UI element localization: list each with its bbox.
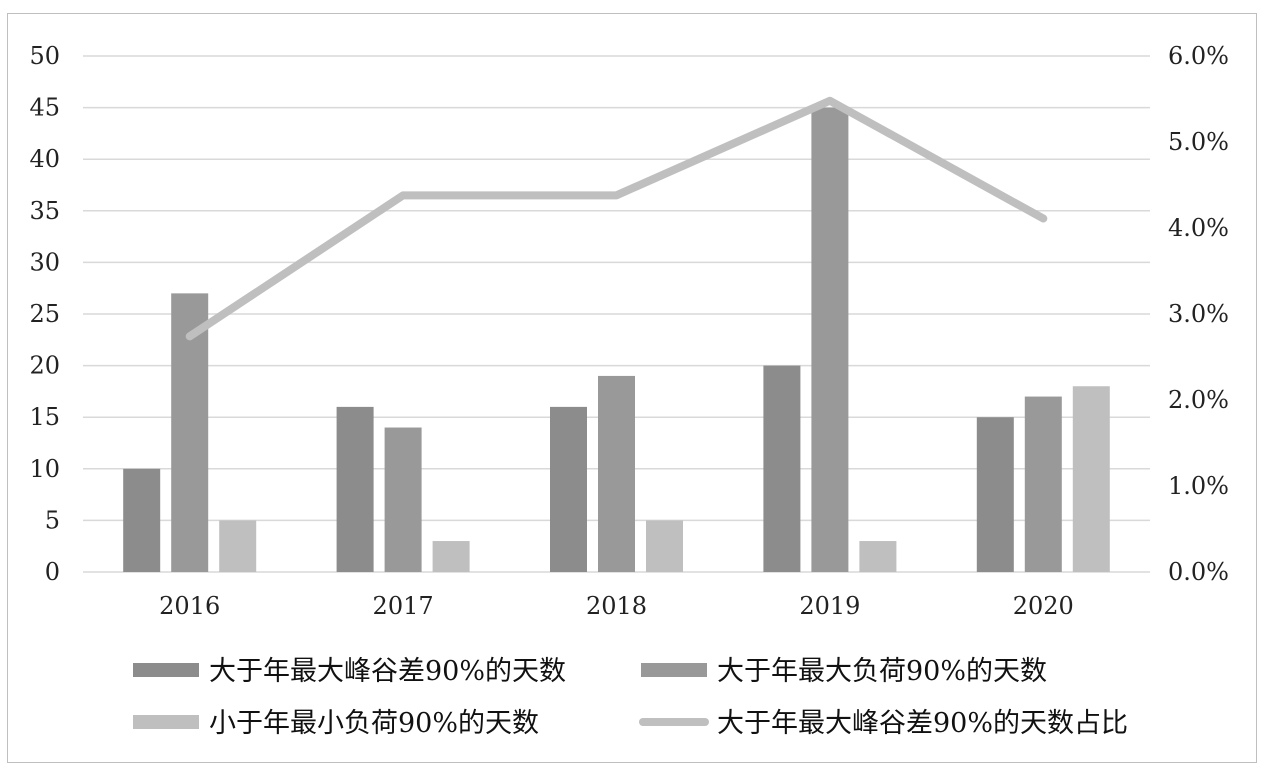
legend-label: 大于年最大峰谷差90%的天数 [209,656,566,687]
bar [598,375,635,572]
bar [384,427,422,572]
legend-swatch [133,663,199,677]
right-tick-label: 0.0% [1168,558,1229,586]
left-tick-label: 20 [29,352,60,380]
right-tick-label: 4.0% [1168,214,1229,242]
ratio-line [185,96,1048,341]
legend: 大于年最大峰谷差90%的天数 大于年最大负荷90%的天数小于年最小负荷90%的天数… [133,656,1128,739]
legend-swatch [641,663,707,677]
left-tick-label: 40 [29,145,60,173]
right-axis-ticks: 0.0% 1.0% 2.0% 3.0% 4.0% 5.0% 6.0% [1168,42,1229,586]
left-tick-label: 35 [29,197,60,225]
bar [646,520,683,572]
bars [123,107,1110,572]
bar [1072,386,1110,572]
bar [336,406,374,572]
x-tick-label: 2017 [373,592,434,620]
left-tick-label: 0 [45,558,60,586]
legend-swatch [133,715,199,729]
right-tick-label: 1.0% [1168,472,1229,500]
bar [976,417,1014,572]
left-tick-label: 10 [29,455,60,483]
x-tick-label: 2016 [159,592,220,620]
legend-label: 大于年最大负荷90%的天数 [717,656,1047,687]
left-tick-label: 5 [45,506,60,534]
bar [811,107,849,572]
x-tick-label: 2019 [799,592,860,620]
bar [550,406,587,572]
bar [219,520,257,572]
right-tick-label: 6.0% [1168,42,1229,70]
bar [432,541,470,572]
bar [859,541,897,572]
x-axis-ticks: 2016 2017 2018 2019 2020 [159,592,1074,620]
bar [123,468,161,572]
bar [763,365,801,572]
left-tick-label: 50 [29,42,60,70]
left-tick-label: 45 [29,94,60,122]
right-tick-label: 5.0% [1168,128,1229,156]
bar [1024,396,1062,572]
gridlines [83,55,1150,573]
x-tick-label: 2020 [1013,592,1074,620]
right-tick-label: 2.0% [1168,386,1229,414]
left-tick-label: 25 [29,300,60,328]
right-tick-label: 3.0% [1168,300,1229,328]
line-series [185,96,1048,341]
legend-label: 大于年最大峰谷差90%的天数占比 [717,708,1128,739]
legend-label: 小于年最小负荷90%的天数 [209,708,539,739]
left-tick-label: 15 [29,403,60,431]
left-tick-label: 30 [29,248,60,276]
x-tick-label: 2018 [586,592,647,620]
left-axis-ticks: 0 5 10 15 20 25 30 35 40 45 50 [29,42,60,586]
